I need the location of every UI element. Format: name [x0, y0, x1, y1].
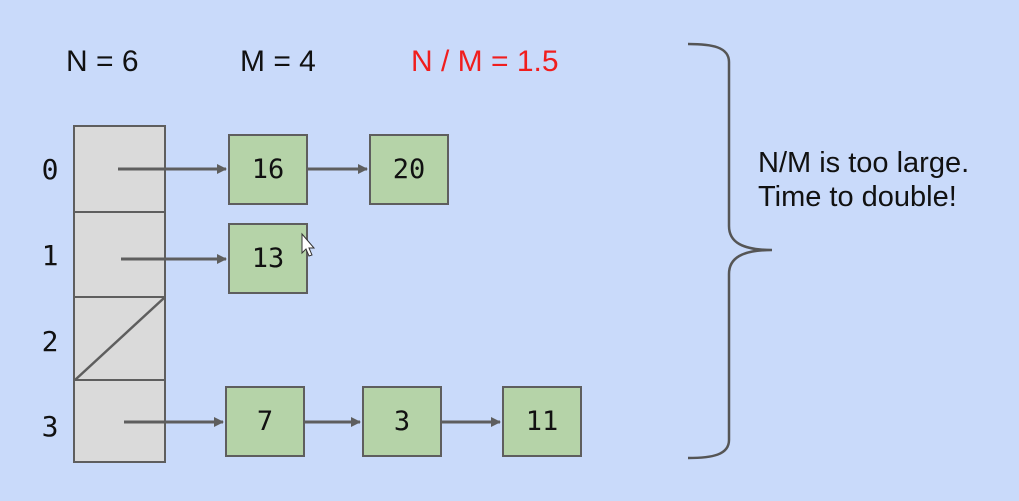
list-node: 20 — [369, 134, 449, 205]
bucket-1 — [75, 213, 164, 298]
note-line-1: N/M is too large. — [758, 147, 970, 179]
n-count-label: N = 6 — [66, 45, 139, 78]
bucket-index-1: 1 — [41, 239, 59, 272]
bucket-index-3: 3 — [41, 410, 59, 443]
note-line-2: Time to double! — [758, 181, 957, 213]
bucket-0 — [75, 127, 164, 213]
m-count-label: M = 4 — [240, 45, 316, 78]
annotation-note: N/M is too large. Time to double! — [758, 146, 969, 214]
list-node: 11 — [502, 386, 582, 457]
list-node: 3 — [362, 386, 442, 457]
right-brace — [687, 42, 773, 460]
bucket-index-0: 0 — [41, 153, 59, 186]
bucket-3 — [75, 381, 164, 461]
list-node: 16 — [228, 134, 308, 205]
bucket-2-empty — [75, 298, 164, 381]
bucket-index-2: 2 — [41, 325, 59, 358]
bucket-array — [73, 125, 166, 463]
list-node: 13 — [228, 223, 308, 294]
list-node: 7 — [225, 386, 305, 457]
load-factor-label: N / M = 1.5 — [411, 45, 559, 78]
